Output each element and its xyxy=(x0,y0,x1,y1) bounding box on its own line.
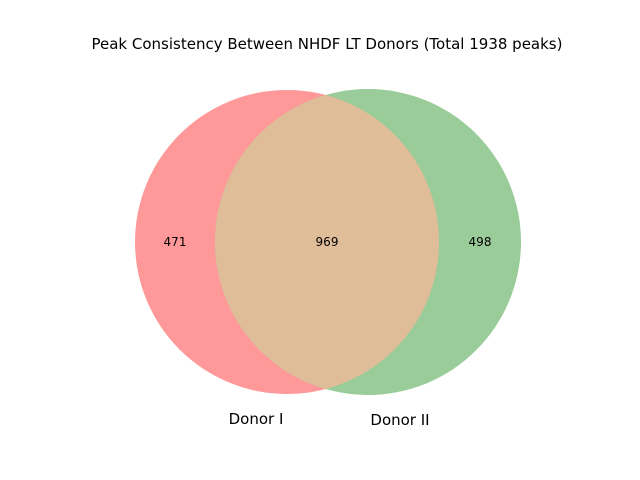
donor-i-label: Donor I xyxy=(229,410,284,428)
donor-ii-label: Donor II xyxy=(370,411,429,429)
chart-title: Peak Consistency Between NHDF LT Donors … xyxy=(92,35,563,53)
donor-i-only-count: 471 xyxy=(164,235,187,249)
intersection-count: 969 xyxy=(316,235,339,249)
donor-ii-only-count: 498 xyxy=(469,235,492,249)
overlap-region xyxy=(215,90,439,394)
